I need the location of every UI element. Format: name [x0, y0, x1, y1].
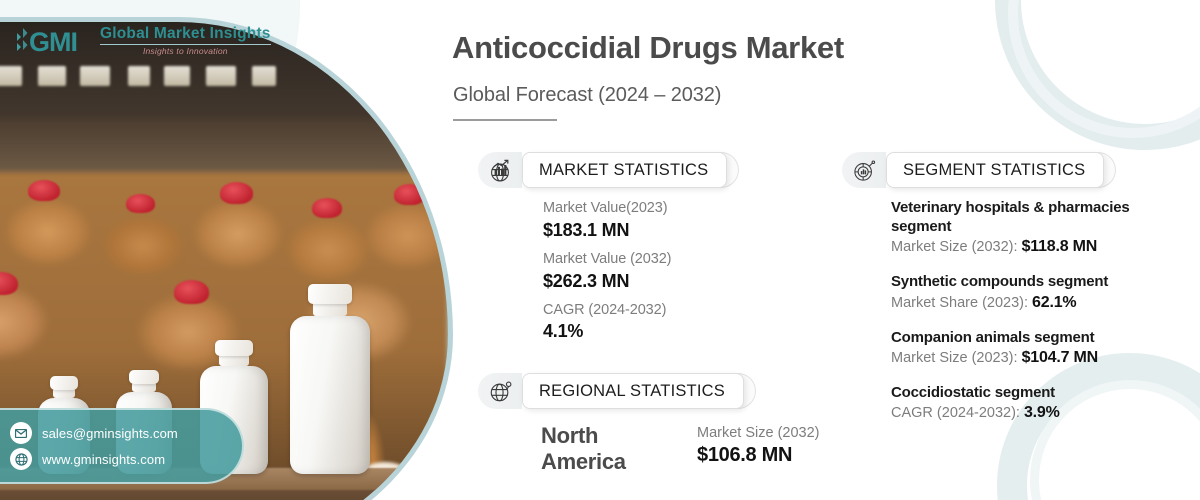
segment-title: Companion animals segment: [891, 328, 1095, 346]
brand-logo[interactable]: GMI Global Market Insights Insights to I…: [14, 24, 271, 58]
segment-statistics-label: SEGMENT STATISTICS: [886, 152, 1105, 188]
chicken-comb: [220, 182, 253, 204]
segment-item: Veterinary hospitals & pharmacies segmen…: [891, 198, 1181, 258]
regional-statistics-content: North America Market Size (2032) $106.8 …: [541, 423, 820, 474]
market-stat-value: $183.1 MN: [543, 219, 630, 240]
segment-metric-label: Market Size (2032):: [891, 239, 1022, 256]
chicken-comb: [312, 198, 342, 218]
globe-pin-icon: [478, 373, 522, 409]
region-metric-label: Market Size (2032): [697, 425, 820, 441]
market-statistics-list: Market Value(2023) $183.1 MN Market Valu…: [543, 199, 672, 352]
segment-item: Synthetic compounds segment Market Share…: [891, 272, 1181, 313]
market-stat-value: 4.1%: [543, 321, 584, 342]
contact-website-row[interactable]: www.gminsights.com: [10, 448, 242, 470]
page-title: Anticoccidial Drugs Market: [452, 30, 844, 65]
segment-metric-label: Market Share (2023):: [891, 294, 1033, 311]
region-metric: Market Size (2032) $106.8 MN: [697, 423, 820, 468]
segment-metric-label: CAGR (2024-2032):: [891, 405, 1024, 422]
barn-light: [164, 66, 190, 86]
segment-metric: Market Size (2023): $104.7 MN: [891, 347, 1181, 369]
segment-metric-value: $118.8 MN: [1021, 238, 1098, 256]
contact-website-text: www.gminsights.com: [42, 451, 166, 467]
regional-statistics-label: REGIONAL STATISTICS: [522, 373, 744, 409]
barn-light: [0, 66, 22, 86]
barn-light: [128, 66, 150, 86]
brand-name: Global Market Insights: [100, 24, 271, 42]
segment-title: Veterinary hospitals & pharmacies segmen…: [891, 199, 1130, 236]
market-stat-label: CAGR (2024-2032): [543, 301, 667, 318]
segment-title: Synthetic compounds segment: [891, 273, 1109, 291]
decorative-arc-top-right-1: [995, 0, 1200, 150]
logo-divider: [100, 44, 271, 46]
market-stat-label: Market Value (2032): [543, 250, 672, 267]
market-stat-label: Market Value(2023): [543, 200, 668, 216]
section-header-regional-statistics[interactable]: REGIONAL STATISTICS: [478, 373, 756, 409]
segment-metric: CAGR (2024-2032): 3.9%: [891, 402, 1181, 424]
contact-badge: sales@gminsights.com www.gminsights.com: [0, 408, 244, 484]
barn-light: [206, 66, 236, 86]
medicine-bottle: [290, 284, 370, 474]
barn-light: [252, 66, 276, 86]
section-header-market-statistics[interactable]: MARKET STATISTICS: [478, 152, 740, 188]
section-header-segment-statistics[interactable]: SEGMENT STATISTICS: [842, 152, 1117, 188]
segment-metric: Market Size (2032): $118.8 MN: [891, 236, 1181, 258]
chicken-comb: [28, 180, 60, 201]
globe-icon: [10, 448, 32, 470]
barn-light: [38, 66, 66, 86]
chicken-comb: [394, 184, 425, 205]
region-metric-value: $106.8 MN: [697, 444, 793, 467]
chicken-comb: [174, 280, 209, 304]
envelope-icon: [10, 422, 32, 444]
market-stat-value: $262.3 MN: [543, 270, 630, 291]
region-name: North America: [541, 423, 626, 474]
svg-text:GMI: GMI: [29, 27, 77, 57]
brand-tagline: Insights to Innovation: [142, 46, 228, 57]
segment-metric: Market Share (2023): 62.1%: [891, 292, 1181, 314]
contact-email-row[interactable]: sales@gminsights.com: [10, 422, 242, 444]
segment-metric-value: 3.9%: [1023, 404, 1060, 422]
chicken-comb: [126, 194, 155, 213]
gmi-logo-icon: GMI: [14, 24, 92, 58]
market-stat-item: Market Value(2023) $183.1 MN: [543, 199, 671, 242]
market-stat-item: Market Value (2032) $262.3 MN: [543, 250, 672, 293]
segment-metric-label: Market Size (2023):: [891, 349, 1022, 366]
segment-statistics-list: Veterinary hospitals & pharmacies segmen…: [891, 198, 1181, 438]
segment-item: Companion animals segment Market Size (2…: [891, 328, 1181, 369]
chicken-comb: [0, 272, 18, 295]
segment-item: Coccidiostatic segment CAGR (2024-2032):…: [891, 383, 1181, 424]
title-divider: [453, 119, 557, 121]
barn-light: [80, 66, 110, 86]
donut-chart-pointer-icon: [842, 152, 886, 188]
market-statistics-label: MARKET STATISTICS: [522, 152, 728, 188]
market-stat-item: CAGR (2024-2032) 4.1%: [543, 301, 671, 344]
segment-metric-value: $104.7 MN: [1021, 348, 1099, 366]
contact-email-text: sales@gminsights.com: [42, 425, 178, 441]
segment-title: Coccidiostatic segment: [891, 383, 1055, 401]
segment-metric-value: 62.1%: [1032, 293, 1077, 311]
page-subtitle: Global Forecast (2024 – 2032): [453, 84, 722, 106]
decorative-arc-top-right-2: [1008, 0, 1200, 138]
globe-bar-chart-icon: [478, 152, 522, 188]
